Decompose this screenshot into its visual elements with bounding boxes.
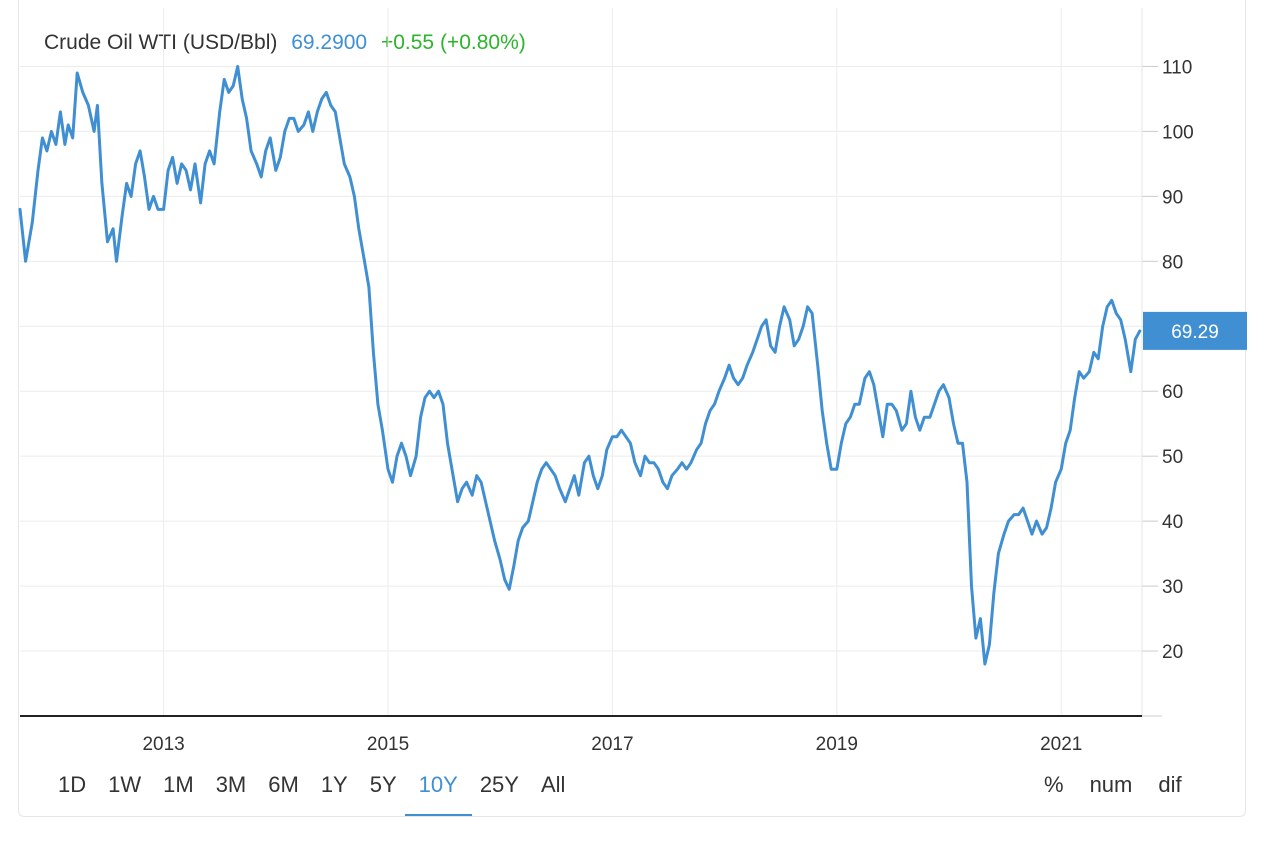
- last-value-label: 69.29: [1171, 322, 1219, 343]
- y-tick-label: 60: [1162, 382, 1183, 403]
- range-button-10y[interactable]: 10Y: [404, 770, 472, 816]
- mode-button-dif[interactable]: dif: [1158, 772, 1182, 797]
- grid: [20, 8, 1142, 716]
- x-tick-label: 2021: [1040, 734, 1082, 755]
- y-tick-label: 30: [1162, 577, 1183, 598]
- range-button-1d[interactable]: 1D: [58, 772, 87, 797]
- instrument-title: Crude Oil WTI (USD/Bbl): [44, 31, 278, 54]
- y-tick-label: 110: [1162, 57, 1192, 78]
- range-button-1y[interactable]: 1Y: [320, 772, 348, 797]
- mode-button-percent[interactable]: %: [1044, 772, 1064, 797]
- y-tick-label: 90: [1162, 187, 1183, 208]
- y-tick-label: 50: [1162, 447, 1183, 468]
- range-selector: 1D 1W 1M 3M 6M 1Y 5Y 10Y 25Y All: [52, 770, 581, 816]
- range-button-3m[interactable]: 3M: [215, 772, 247, 797]
- current-price: 69.2900: [291, 31, 368, 54]
- x-tick-label: 2019: [816, 734, 858, 755]
- range-button-1w[interactable]: 1W: [108, 772, 142, 797]
- range-button-25y[interactable]: 25Y: [479, 772, 519, 797]
- mode-button-num[interactable]: num: [1089, 772, 1133, 797]
- series-line: [18, 65, 1142, 666]
- last-value-badge: 69.29: [1143, 311, 1247, 350]
- range-button-6m[interactable]: 6M: [268, 772, 299, 797]
- y-axis: 20 30 40 50 60 80 90 100 110: [1141, 8, 1194, 716]
- range-button-5y[interactable]: 5Y: [369, 772, 397, 797]
- y-tick-label: 40: [1162, 512, 1183, 533]
- series-group: [18, 65, 1142, 666]
- chart-card: [18, 0, 1246, 817]
- y-tick-label: 80: [1162, 252, 1183, 273]
- mode-selector: % num dif: [1038, 770, 1202, 816]
- y-tick-label: 100: [1162, 122, 1194, 143]
- x-tick-label: 2017: [591, 734, 633, 755]
- chart-header: Crude Oil WTI (USD/Bbl) 69.2900 +0.55 (+…: [44, 31, 534, 55]
- x-tick-label: 2015: [367, 734, 409, 755]
- x-axis: 2013 2015 2017 2019 2021: [20, 715, 1162, 755]
- range-button-all[interactable]: All: [540, 772, 566, 797]
- range-button-1m[interactable]: 1M: [163, 772, 194, 797]
- x-tick-label: 2013: [142, 734, 184, 755]
- price-change: +0.55 (+0.80%): [380, 31, 526, 54]
- last-value-badge-bg: [1143, 311, 1247, 350]
- y-tick-label: 20: [1162, 642, 1183, 663]
